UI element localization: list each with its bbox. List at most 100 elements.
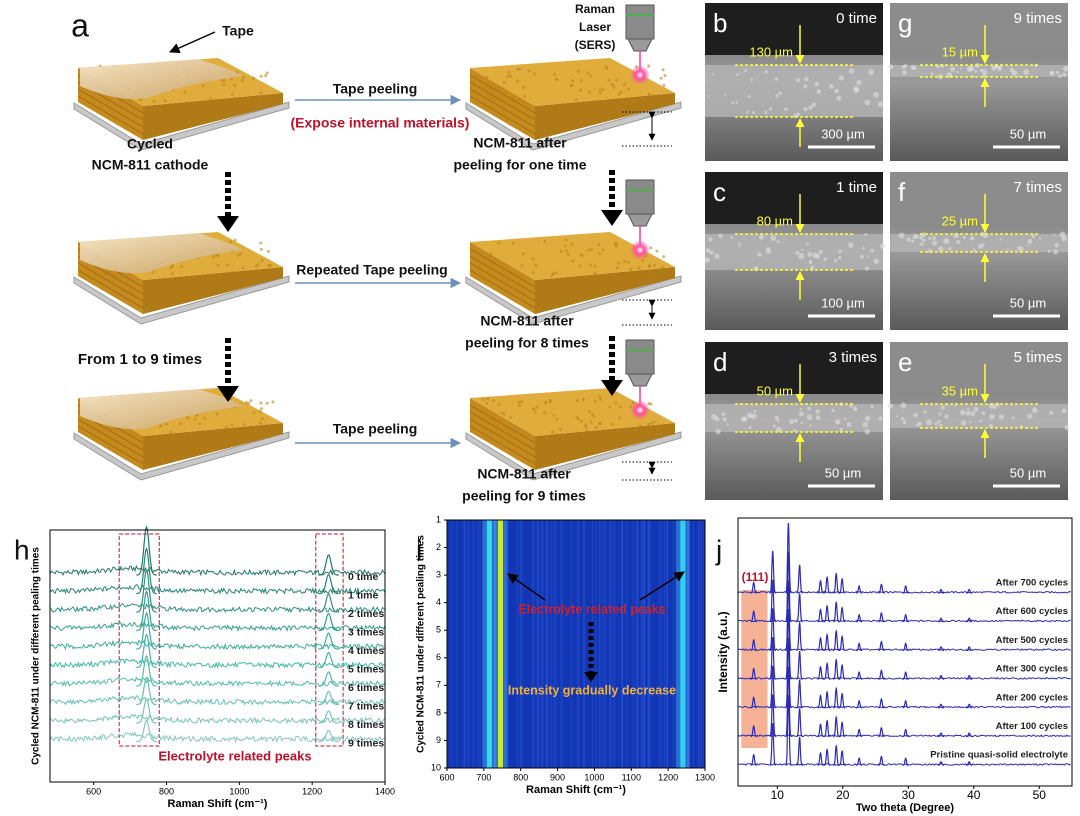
- sem-grain: [989, 413, 995, 420]
- texture: [594, 426, 598, 430]
- texture: [507, 70, 511, 74]
- highlight-box: [118, 533, 160, 747]
- sem-grain: [965, 410, 972, 416]
- texture: [580, 420, 584, 424]
- sem-grain: [721, 412, 726, 417]
- block-front-face: [535, 423, 675, 470]
- peak: [856, 728, 863, 738]
- sem-grain: [900, 402, 907, 409]
- sem-grain: [710, 413, 717, 420]
- sem-letter: b: [713, 8, 727, 38]
- texture: [647, 64, 651, 68]
- texture: [661, 68, 665, 72]
- sem-letter: e: [898, 347, 912, 377]
- sem-grain: [888, 64, 894, 70]
- sem-thickness: 130 µm: [749, 44, 793, 59]
- sem-time: 0 time: [836, 10, 877, 27]
- peak: [902, 613, 909, 623]
- base-plate: [465, 275, 682, 325]
- sem-grain: [798, 411, 804, 417]
- peak: [817, 751, 824, 766]
- texture: [521, 252, 525, 256]
- peak: [966, 617, 973, 623]
- texture: [486, 255, 490, 259]
- texture: [152, 100, 156, 104]
- peak: [318, 593, 339, 613]
- sem-grain: [757, 252, 762, 257]
- annotation-arrow: [507, 573, 546, 601]
- sem-grain: [1031, 407, 1038, 414]
- sem-grain: [1061, 408, 1067, 414]
- texture: [575, 415, 579, 419]
- annotation: (111): [742, 570, 769, 584]
- texture: [598, 88, 602, 92]
- peak: [817, 665, 824, 680]
- sem-grain: [792, 428, 797, 432]
- texture: [223, 78, 227, 82]
- texture: [241, 266, 245, 270]
- arrow-head: [584, 672, 598, 682]
- texture: [484, 86, 488, 90]
- annotation-arrow: [639, 571, 685, 601]
- peak: [750, 638, 757, 651]
- texture: [506, 74, 510, 78]
- texture: [661, 265, 665, 269]
- block-left-face: [470, 398, 535, 470]
- tape-pointer: [169, 31, 216, 53]
- texture: [623, 260, 627, 264]
- trace-baseline: [49, 602, 386, 614]
- texture: [592, 415, 596, 419]
- sem-grain: [932, 236, 937, 241]
- sem-grain: [1027, 238, 1033, 245]
- y-tick-label: 9: [436, 735, 441, 745]
- layer-line: [469, 269, 536, 309]
- x-tick-label: 40: [967, 788, 981, 802]
- peak: [769, 550, 776, 594]
- peak: [966, 732, 973, 738]
- objective: [625, 179, 655, 215]
- texture: [520, 264, 524, 268]
- texture: [601, 248, 605, 252]
- peak: [796, 593, 803, 623]
- sem-grain: [1011, 416, 1015, 420]
- block-front-face: [535, 267, 675, 314]
- texture: [620, 97, 624, 101]
- sem-grain: [917, 421, 922, 427]
- texture: [591, 412, 595, 416]
- sem-grain: [972, 248, 976, 252]
- y-axis-label: Cycled NCM-811 under different pealing t…: [416, 535, 427, 753]
- texture: [589, 74, 593, 78]
- texture: [589, 420, 593, 424]
- cathode-block: [73, 58, 290, 151]
- sem-layer: [890, 65, 1068, 77]
- peak: [823, 719, 831, 738]
- sem-grain: [1059, 231, 1066, 238]
- layer-line: [469, 95, 536, 135]
- peak: [856, 613, 863, 623]
- texture: [266, 249, 270, 253]
- texture: [569, 83, 573, 87]
- peak: [833, 629, 840, 651]
- texture: [215, 253, 219, 257]
- peak: [833, 658, 840, 680]
- texture: [531, 271, 535, 275]
- laser-spot: [630, 400, 650, 420]
- sem-grain: [726, 423, 729, 426]
- trace-label: 7 times: [348, 700, 384, 712]
- peak: [823, 632, 831, 651]
- sem-grain: [1063, 66, 1069, 72]
- texture: [532, 72, 536, 76]
- y-tick-label: 8: [436, 707, 441, 717]
- texture: [602, 100, 606, 104]
- x-tick-label: 800: [159, 786, 174, 796]
- sem-grain: [896, 415, 899, 418]
- texture: [260, 417, 264, 421]
- cathode-block: [465, 58, 682, 151]
- peak: [937, 732, 945, 738]
- texture: [494, 86, 498, 90]
- texture: [104, 272, 108, 276]
- trace-label: 1 time: [348, 589, 379, 601]
- sem-upper: [890, 3, 1068, 55]
- peak: [796, 650, 803, 680]
